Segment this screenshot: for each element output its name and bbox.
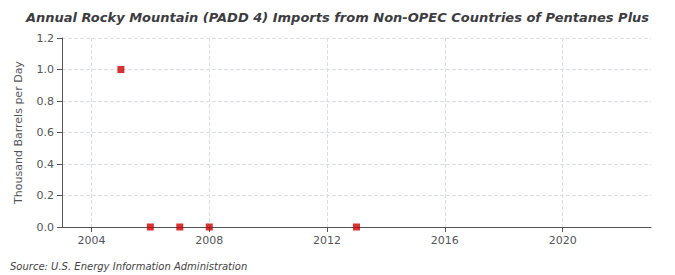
svg-text:1.2: 1.2 — [37, 32, 55, 45]
svg-text:0.8: 0.8 — [37, 95, 55, 108]
svg-text:2004: 2004 — [77, 234, 105, 247]
svg-text:2016: 2016 — [431, 234, 459, 247]
svg-text:2008: 2008 — [195, 234, 223, 247]
svg-text:Source: U.S. Energy Informatio: Source: U.S. Energy Information Administ… — [10, 261, 247, 272]
svg-text:Thousand Barrels per Day: Thousand Barrels per Day — [12, 61, 25, 205]
svg-text:0.2: 0.2 — [37, 189, 55, 202]
svg-text:0.4: 0.4 — [37, 158, 55, 171]
svg-text:2020: 2020 — [549, 234, 577, 247]
svg-text:0.0: 0.0 — [37, 221, 55, 234]
svg-text:0.6: 0.6 — [37, 126, 55, 139]
svg-text:Annual Rocky Mountain (PADD 4): Annual Rocky Mountain (PADD 4) Imports f… — [25, 10, 649, 25]
svg-text:2012: 2012 — [313, 234, 341, 247]
svg-text:1.0: 1.0 — [37, 63, 55, 76]
